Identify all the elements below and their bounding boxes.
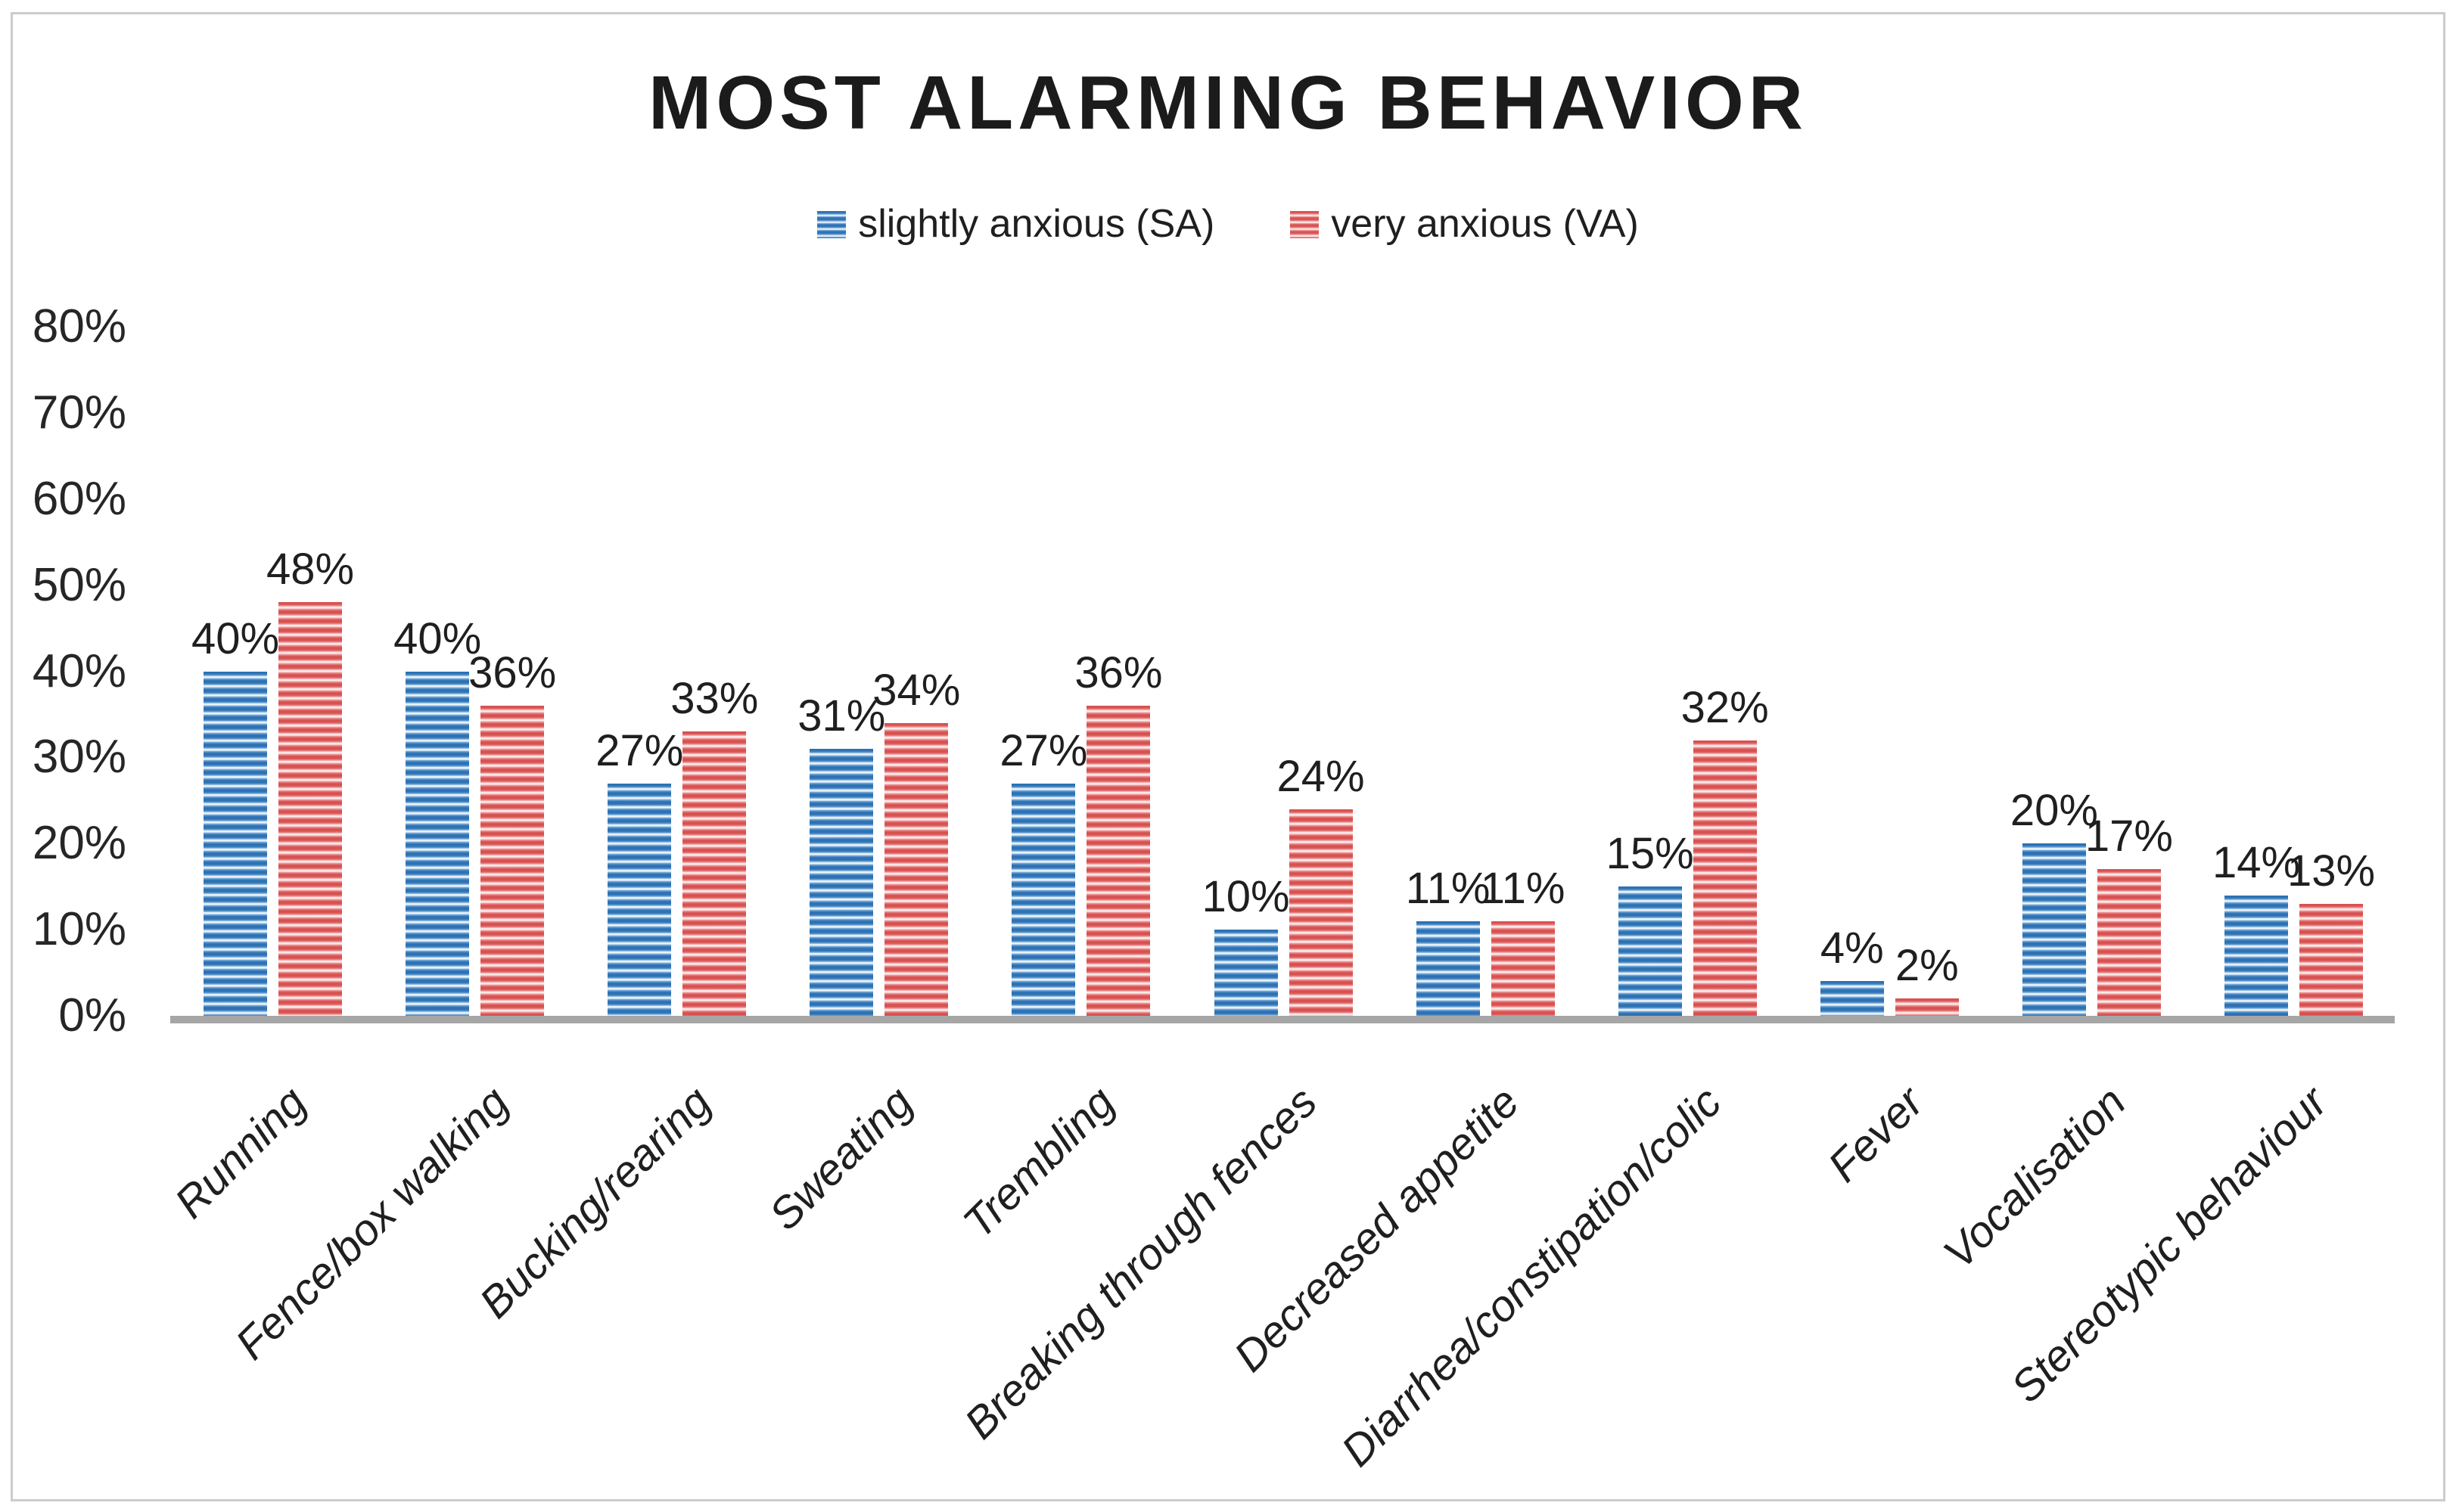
data-label-va-running: 48%: [266, 545, 355, 595]
data-label-sa-bucking-rearing: 27%: [595, 725, 684, 775]
data-label-sa-fence-box-walking: 40%: [393, 613, 482, 663]
bar-va-running: 48%: [266, 548, 354, 1016]
y-tick-label-20: 20%: [32, 817, 126, 870]
bar-group-breaking-through-fences: 10% 24%: [1182, 327, 1384, 1016]
data-label-va-diarrhea-constipation-colic: 32%: [1680, 682, 1769, 732]
data-label-va-vocalisation: 17%: [2084, 812, 2173, 862]
x-label-running: Running: [166, 1077, 316, 1228]
bar-group-trembling: 27% 36%: [980, 327, 1182, 1016]
data-label-sa-running: 40%: [191, 613, 280, 663]
y-tick-label-30: 30%: [32, 731, 126, 784]
y-tick-label-80: 80%: [32, 300, 126, 352]
x-axis-line: [170, 1016, 2395, 1023]
bar-sa-stereotypic-behaviour: 14%: [2212, 840, 2300, 1016]
y-tick-label-50: 50%: [32, 558, 126, 611]
bar-sa-trembling: 27%: [999, 728, 1087, 1016]
bar-sa-fever: 4%: [1820, 927, 1884, 1016]
bar-group-decreased-appetite: 11% 11%: [1385, 327, 1587, 1016]
y-tick-label-0: 0%: [58, 989, 126, 1042]
bar-group-diarrhea-constipation-colic: 15% 32%: [1587, 327, 1789, 1016]
y-tick-label-10: 10%: [32, 903, 126, 956]
bar-sa-sweating: 31%: [797, 694, 885, 1016]
bar-va-diarrhea-constipation-colic: 32%: [1681, 685, 1769, 1016]
bar-group-vocalisation: 20% 17%: [1991, 327, 2193, 1016]
x-axis-category-labels: Running Fence/box walking Bucking/rearing S…: [166, 1077, 2395, 1501]
data-label-sa-sweating: 31%: [797, 691, 886, 740]
y-tick-label-60: 60%: [32, 472, 126, 525]
bar-sa-fence-box-walking: 40%: [393, 616, 481, 1016]
data-label-va-trembling: 36%: [1074, 648, 1163, 698]
data-label-sa-decreased-appetite: 11%: [1405, 863, 1491, 913]
bar-sa-diarrhea-constipation-colic: 15%: [1606, 832, 1694, 1016]
data-label-va-stereotypic-behaviour: 13%: [2287, 846, 2376, 896]
bar-sa-running: 40%: [191, 616, 279, 1016]
bar-va-vocalisation: 17%: [2085, 815, 2173, 1016]
legend-item-very-anxious: very anxious (VA): [1290, 202, 1639, 246]
chart-title: MOST ALARMING BEHAVIOR: [648, 61, 1808, 145]
data-label-va-breaking-through-fences: 24%: [1276, 751, 1365, 801]
bar-va-trembling: 36%: [1074, 651, 1162, 1016]
bar-series-area: 40% 48% 40% 36% 27% 33% 31% 34% 27% 36% 10% 24% 11% 1…: [172, 327, 2395, 1016]
bar-group-running: 40% 48%: [172, 327, 374, 1016]
bar-group-stereotypic-behaviour: 14% 13%: [2193, 327, 2395, 1016]
x-label-vocalisation: Vocalisation: [1934, 1077, 2135, 1278]
bar-va-stereotypic-behaviour: 13%: [2287, 849, 2375, 1016]
bar-va-fever: 2%: [1895, 944, 1959, 1016]
x-label-trembling: Trembling: [953, 1077, 1125, 1248]
bar-va-bucking-rearing: 33%: [670, 677, 758, 1016]
bar-sa-vocalisation: 20%: [2010, 789, 2098, 1016]
legend-label-slightly-anxious: slightly anxious (SA): [858, 202, 1215, 246]
legend-swatch-red-striped-icon: [1290, 210, 1320, 238]
bar-va-fence-box-walking: 36%: [468, 651, 556, 1016]
data-label-va-fence-box-walking: 36%: [468, 648, 557, 698]
chart-legend: slightly anxious (SA) very anxious (VA): [0, 202, 2456, 246]
bar-sa-bucking-rearing: 27%: [595, 728, 683, 1016]
data-label-va-fever: 2%: [1895, 941, 1959, 991]
data-label-sa-vocalisation: 20%: [2010, 786, 2098, 836]
x-label-breaking-through-fences: Breaking through fences: [955, 1077, 1327, 1448]
bar-sa-decreased-appetite: 11%: [1406, 866, 1491, 1016]
bar-va-sweating: 34%: [872, 668, 960, 1016]
x-label-sweating: Sweating: [760, 1077, 923, 1240]
data-label-va-sweating: 34%: [872, 665, 961, 715]
bar-group-fence-box-walking: 40% 36%: [374, 327, 576, 1016]
legend-label-very-anxious: very anxious (VA): [1331, 202, 1639, 246]
data-label-sa-trembling: 27%: [999, 725, 1088, 775]
bar-sa-breaking-through-fences: 10%: [1202, 875, 1290, 1016]
bar-group-bucking-rearing: 27% 33%: [576, 327, 778, 1016]
data-label-sa-fever: 4%: [1820, 924, 1884, 973]
bar-group-sweating: 31% 34%: [778, 327, 980, 1016]
y-tick-label-70: 70%: [32, 386, 126, 439]
y-tick-label-40: 40%: [32, 644, 126, 697]
data-label-sa-stereotypic-behaviour: 14%: [2212, 837, 2301, 887]
bar-va-decreased-appetite: 11%: [1481, 866, 1565, 1016]
x-label-diarrhea-constipation-colic: Diarrhea/constipation/colic: [1332, 1077, 1731, 1476]
plot-area: 40% 48% 40% 36% 27% 33% 31% 34% 27% 36% 10% 24% 11% 1…: [170, 327, 2395, 1023]
data-label-sa-diarrhea-constipation-colic: 15%: [1606, 829, 1694, 879]
data-label-va-bucking-rearing: 33%: [670, 674, 759, 724]
data-label-sa-breaking-through-fences: 10%: [1202, 872, 1290, 922]
x-label-fever: Fever: [1818, 1077, 1933, 1192]
y-axis-tick-labels: 80% 70% 60% 50% 40% 30% 20% 10% 0%: [0, 303, 126, 1039]
legend-item-slightly-anxious: slightly anxious (SA): [817, 202, 1215, 246]
bar-va-breaking-through-fences: 24%: [1276, 754, 1365, 1016]
data-label-va-decreased-appetite: 11%: [1480, 863, 1565, 913]
bar-group-fever: 4% 2%: [1789, 327, 1991, 1016]
legend-swatch-blue-striped-icon: [817, 210, 847, 238]
figure-border: [11, 12, 2445, 1501]
